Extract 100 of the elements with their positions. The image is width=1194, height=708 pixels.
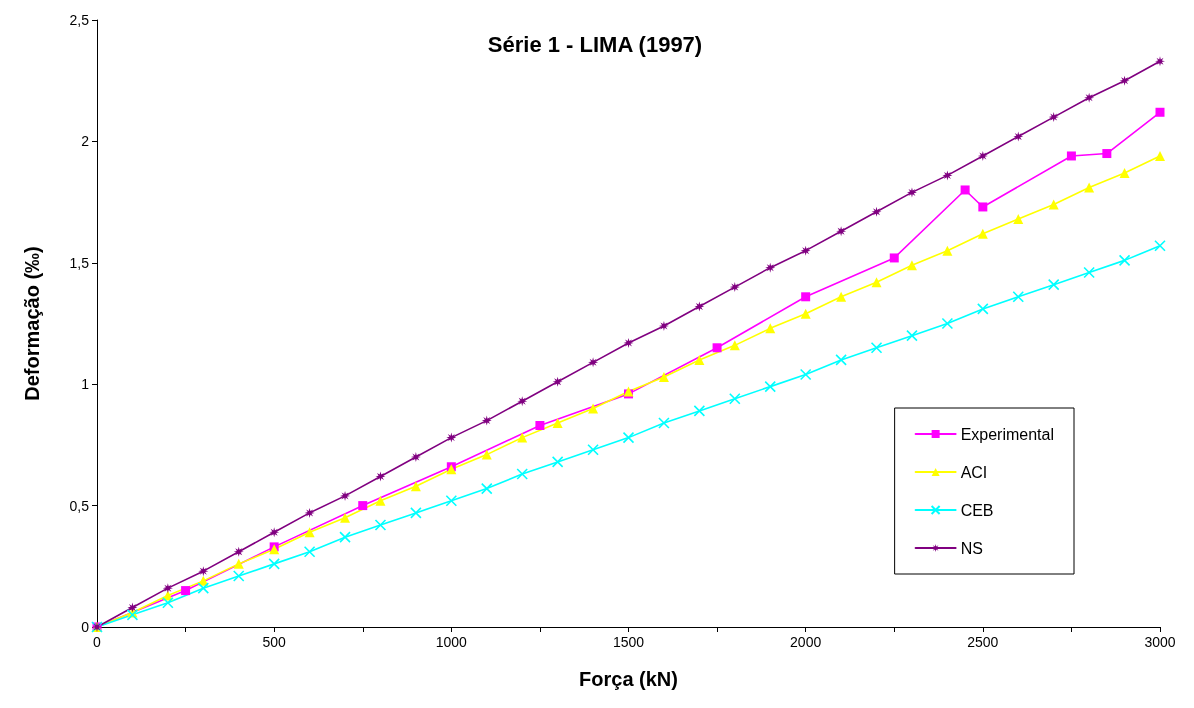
point (269, 527, 280, 538)
point (340, 490, 351, 501)
point (535, 420, 545, 430)
point (801, 292, 811, 302)
point (480, 482, 493, 495)
point (658, 371, 669, 382)
point (623, 337, 634, 348)
x-tick-label: 1000 (435, 634, 468, 650)
point (517, 432, 528, 443)
point (127, 602, 138, 613)
point (1119, 75, 1130, 86)
point (162, 596, 174, 609)
y-tick-label: 0 (81, 619, 90, 635)
point (1118, 254, 1131, 267)
point (835, 354, 847, 366)
point (694, 354, 705, 365)
point (197, 582, 210, 594)
point (906, 187, 917, 198)
point (765, 323, 776, 334)
point (658, 320, 669, 331)
point (410, 507, 422, 519)
point (836, 291, 847, 302)
point (836, 226, 847, 237)
text: Série 1 - LIMA (1997) (487, 31, 703, 57)
point (800, 245, 811, 256)
legend-label: CEB (960, 501, 994, 519)
point (588, 403, 599, 414)
point (977, 228, 988, 239)
point (1047, 278, 1060, 291)
point (375, 495, 386, 506)
point (1013, 131, 1024, 142)
point (942, 170, 953, 181)
y-axis-title: Deformação (‰) (21, 246, 43, 401)
legend-label: NS (960, 539, 983, 557)
point (481, 415, 492, 426)
point (551, 456, 564, 468)
point (1119, 167, 1130, 178)
x-tick-label: 500 (262, 634, 287, 650)
point (587, 443, 599, 456)
point (162, 583, 173, 594)
point (764, 380, 777, 393)
x-axis-title: Força (kN) (579, 668, 678, 690)
point (906, 260, 917, 271)
point (340, 512, 351, 523)
point (729, 392, 741, 405)
point (552, 376, 563, 387)
y-tick-label: 1,5 (69, 254, 90, 271)
point (233, 558, 244, 569)
point (871, 277, 882, 288)
point (1013, 214, 1024, 225)
point (942, 245, 953, 256)
point (1066, 151, 1076, 161)
point (712, 343, 722, 353)
point (358, 501, 368, 511)
y-tick-label: 2,5 (69, 12, 90, 28)
x-tick-label: 2000 (790, 634, 822, 650)
point (889, 253, 899, 263)
point (1084, 182, 1095, 193)
point (1155, 150, 1165, 161)
point (693, 405, 706, 417)
y-tick-label: 2 (81, 133, 90, 150)
point (1048, 199, 1059, 210)
legend-label: ACI (960, 463, 988, 481)
point (446, 432, 457, 443)
point (232, 570, 245, 582)
point (410, 481, 421, 492)
point (941, 317, 954, 330)
point (978, 202, 988, 212)
point (871, 206, 882, 217)
x-tick-label: 2500 (967, 634, 999, 650)
point (268, 558, 280, 570)
legend-label: Experimental (960, 425, 1054, 443)
point (870, 341, 883, 354)
point (729, 340, 740, 351)
point (622, 431, 635, 444)
point (181, 586, 191, 596)
point (906, 329, 918, 342)
point (694, 301, 705, 312)
point (1155, 56, 1165, 67)
point (1155, 107, 1165, 117)
point (1154, 240, 1166, 252)
point (304, 527, 315, 538)
point (1084, 92, 1095, 103)
y-tick-label: 1 (81, 376, 90, 393)
point (799, 368, 812, 381)
point (516, 468, 528, 480)
point (303, 545, 316, 558)
point (374, 519, 387, 531)
point (198, 566, 209, 577)
point (960, 185, 970, 195)
point (517, 396, 528, 407)
point (445, 494, 458, 507)
point (977, 150, 988, 161)
point (977, 303, 989, 315)
x-tick-label: 3000 (1144, 634, 1176, 650)
point (1102, 149, 1112, 159)
y-tick-label: 0,5 (69, 497, 90, 514)
x-tick-label: 0 (93, 634, 102, 650)
point (481, 449, 492, 460)
x-tick-label: 1500 (612, 634, 645, 650)
